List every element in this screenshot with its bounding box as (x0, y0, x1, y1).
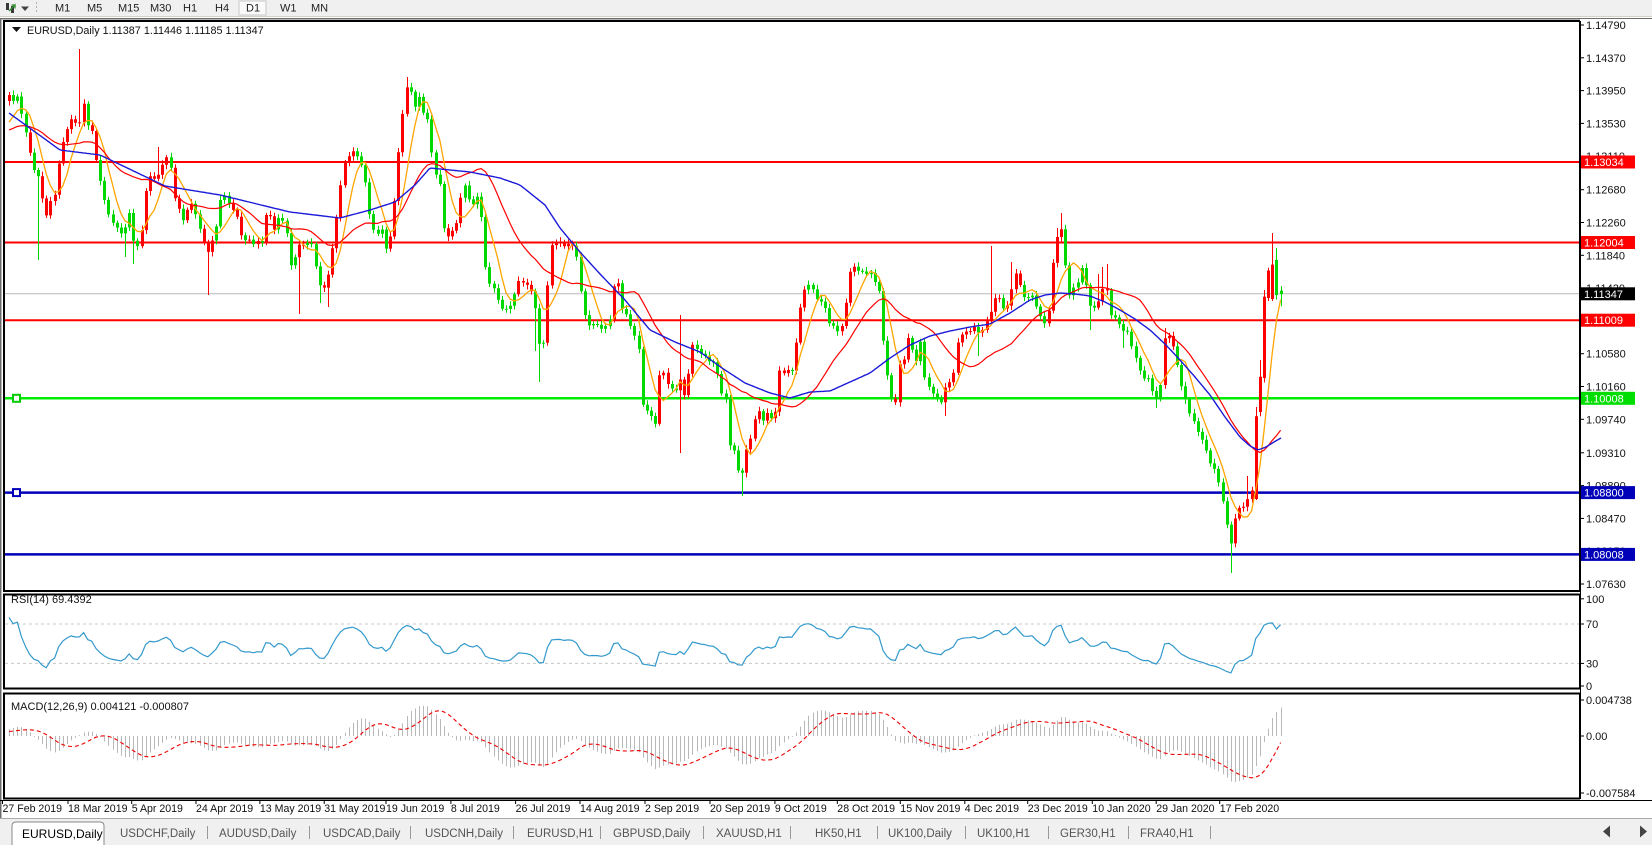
svg-text:FRA40,H1: FRA40,H1 (1140, 828, 1194, 840)
svg-text:2 Sep 2019: 2 Sep 2019 (645, 803, 699, 815)
svg-text:29 Jan 2020: 29 Jan 2020 (1156, 803, 1214, 815)
svg-text:1.14370: 1.14370 (1586, 53, 1626, 65)
svg-text:0: 0 (1586, 681, 1592, 693)
svg-text:17 Feb 2020: 17 Feb 2020 (1220, 803, 1280, 815)
svg-text:M1: M1 (55, 3, 70, 15)
svg-text:4 Dec 2019: 4 Dec 2019 (965, 803, 1019, 815)
svg-text:1.11347: 1.11347 (1584, 289, 1623, 301)
svg-text:1.10580: 1.10580 (1586, 349, 1626, 361)
svg-text:H4: H4 (215, 3, 229, 15)
svg-text:1.12260: 1.12260 (1586, 218, 1626, 230)
svg-text:1.14790: 1.14790 (1586, 20, 1626, 32)
svg-text:1.09740: 1.09740 (1586, 414, 1626, 426)
svg-text:1.07630: 1.07630 (1586, 579, 1626, 591)
svg-text:20 Sep 2019: 20 Sep 2019 (710, 803, 770, 815)
svg-text:0.00: 0.00 (1586, 731, 1607, 743)
svg-text:19 Jun 2019: 19 Jun 2019 (386, 803, 444, 815)
svg-text:9 Oct 2019: 9 Oct 2019 (775, 803, 827, 815)
svg-text:5 Apr 2019: 5 Apr 2019 (132, 803, 183, 815)
svg-text:1.13950: 1.13950 (1586, 86, 1626, 98)
svg-text:1.10008: 1.10008 (1584, 393, 1624, 405)
svg-text:M5: M5 (87, 3, 102, 15)
svg-text:1.12004: 1.12004 (1584, 238, 1624, 250)
svg-text:MN: MN (311, 3, 328, 15)
svg-text:26 Jul 2019: 26 Jul 2019 (516, 803, 571, 815)
svg-text:8 Jul 2019: 8 Jul 2019 (451, 803, 500, 815)
svg-text:1.12680: 1.12680 (1586, 185, 1626, 197)
svg-text:1.08800: 1.08800 (1584, 488, 1624, 500)
svg-text:H1: H1 (183, 3, 197, 15)
svg-text:15 Nov 2019: 15 Nov 2019 (900, 803, 960, 815)
svg-text:MACD(12,26,9) 0.004121 -0.0008: MACD(12,26,9) 0.004121 -0.000807 (11, 701, 189, 713)
svg-text:14 Aug 2019: 14 Aug 2019 (580, 803, 640, 815)
svg-text:D1: D1 (246, 3, 260, 15)
svg-text:1.09310: 1.09310 (1586, 448, 1626, 460)
svg-text:USDCAD,Daily: USDCAD,Daily (323, 828, 401, 840)
svg-text:1.10160: 1.10160 (1586, 382, 1626, 394)
svg-text:USDCHF,Daily: USDCHF,Daily (120, 828, 196, 840)
svg-text:EURUSD,Daily 1.11387 1.11446: EURUSD,Daily 1.11387 1.11446 1.11185 1.1… (27, 25, 264, 37)
svg-text:W1: W1 (280, 3, 297, 15)
svg-text:70: 70 (1586, 619, 1598, 631)
svg-text:UK100,H1: UK100,H1 (977, 828, 1030, 840)
svg-text:27 Feb 2019: 27 Feb 2019 (3, 803, 63, 815)
svg-text:10 Jan 2020: 10 Jan 2020 (1092, 803, 1150, 815)
svg-text:EURUSD,Daily: EURUSD,Daily (22, 827, 103, 841)
svg-text:M15: M15 (118, 3, 139, 15)
svg-text:1.13530: 1.13530 (1586, 118, 1626, 130)
svg-text:23 Dec 2019: 23 Dec 2019 (1028, 803, 1088, 815)
svg-text:31 May 2019: 31 May 2019 (324, 803, 385, 815)
svg-text:28 Oct 2019: 28 Oct 2019 (837, 803, 895, 815)
svg-text:1.13034: 1.13034 (1584, 157, 1624, 169)
svg-text:13 May 2019: 13 May 2019 (260, 803, 321, 815)
svg-text:18 Mar 2019: 18 Mar 2019 (68, 803, 128, 815)
svg-text:UK100,Daily: UK100,Daily (888, 828, 952, 840)
svg-text:1.08008: 1.08008 (1584, 549, 1624, 561)
svg-text:XAUUSD,H1: XAUUSD,H1 (716, 828, 782, 840)
svg-text:1.11840: 1.11840 (1586, 250, 1625, 262)
svg-text:100: 100 (1586, 594, 1604, 606)
svg-text:0.004738: 0.004738 (1586, 695, 1632, 707)
svg-text:-0.007584: -0.007584 (1586, 788, 1636, 800)
svg-text:30: 30 (1586, 658, 1598, 670)
svg-text:RSI(14) 69.4392: RSI(14) 69.4392 (11, 594, 92, 606)
svg-text:GER30,H1: GER30,H1 (1060, 828, 1116, 840)
svg-text:AUDUSD,Daily: AUDUSD,Daily (219, 828, 297, 840)
svg-text:GBPUSD,Daily: GBPUSD,Daily (613, 828, 691, 840)
svg-text:USDCNH,Daily: USDCNH,Daily (425, 828, 503, 840)
svg-text:1.11009: 1.11009 (1584, 315, 1623, 327)
svg-text:24 Apr 2019: 24 Apr 2019 (196, 803, 253, 815)
svg-text:1.08470: 1.08470 (1586, 513, 1626, 525)
svg-text:HK50,H1: HK50,H1 (815, 828, 862, 840)
svg-text:EURUSD,H1: EURUSD,H1 (527, 828, 593, 840)
svg-text:M30: M30 (150, 3, 171, 15)
